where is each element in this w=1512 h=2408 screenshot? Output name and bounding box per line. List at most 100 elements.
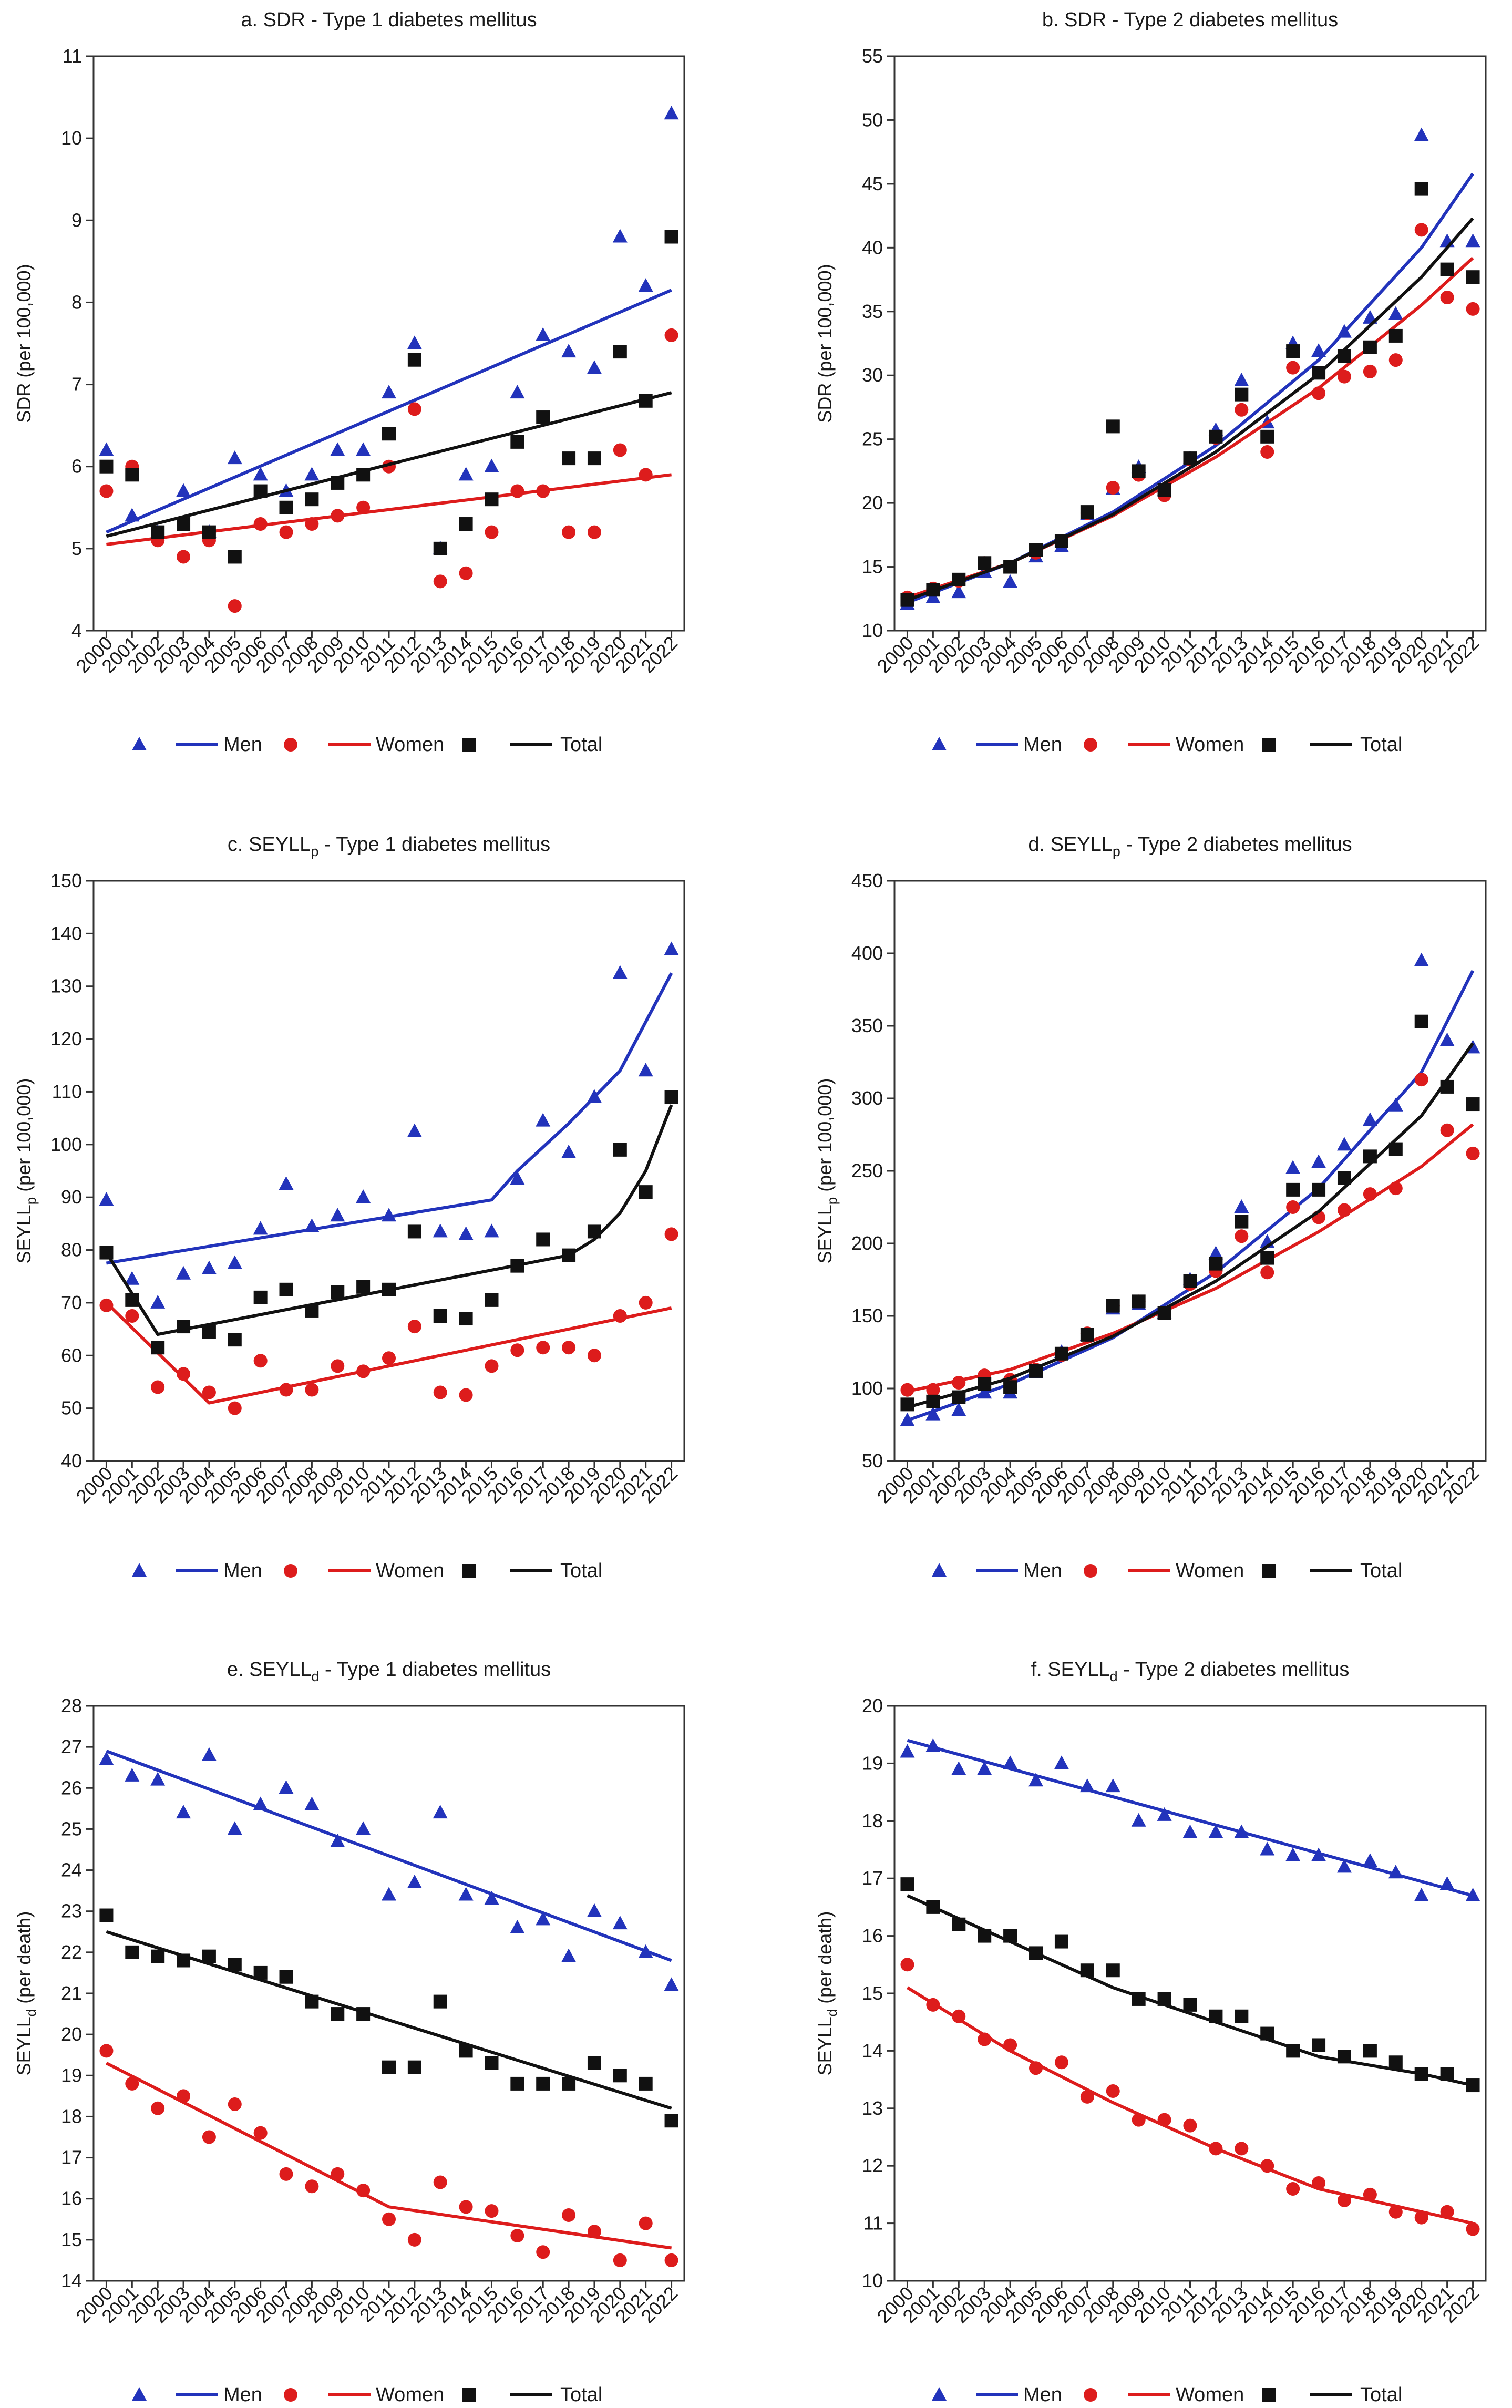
y-tick-label: 100 xyxy=(851,1377,883,1399)
legend-label-total: Total xyxy=(1360,2384,1402,2406)
data-point-total xyxy=(177,517,191,531)
data-point-men xyxy=(382,385,396,399)
trend-line-men xyxy=(106,289,672,534)
y-tick-label: 19 xyxy=(862,1752,883,1774)
data-point-total xyxy=(1260,429,1274,444)
data-point-men xyxy=(1336,324,1352,338)
chart-panel-b: b. SDR - Type 2 diabetes mellitus SDR (pe… xyxy=(814,9,1487,677)
chart-title: b. SDR - Type 2 diabetes mellitus xyxy=(1042,9,1338,31)
y-tick-label: 26 xyxy=(61,1777,82,1798)
data-point-women xyxy=(1388,353,1403,367)
data-point-women xyxy=(664,2253,678,2267)
data-point-women xyxy=(485,525,499,539)
chart-title-main: f. SEYLL xyxy=(1031,1659,1110,1681)
data-point-women xyxy=(459,566,473,580)
data-point-total xyxy=(952,572,966,586)
data-point-total xyxy=(1209,429,1223,444)
legend-marker-total xyxy=(462,1564,476,1578)
data-point-men xyxy=(356,1821,371,1835)
legend-marker-men xyxy=(132,737,147,750)
data-point-women xyxy=(510,2229,524,2243)
data-point-men xyxy=(561,1948,577,1962)
legend-marker-men xyxy=(932,1563,947,1577)
data-point-women xyxy=(613,2253,627,2267)
data-point-men xyxy=(99,1192,114,1206)
y-tick-label: 130 xyxy=(50,975,82,997)
legend-marker-women xyxy=(284,738,297,752)
data-point-men xyxy=(1208,1824,1223,1838)
y-tick-label: 14 xyxy=(862,2040,883,2061)
data-point-total xyxy=(433,1309,447,1323)
data-point-men xyxy=(536,1911,551,1926)
legend-marker-men xyxy=(132,1563,147,1577)
y-tick-label: 19 xyxy=(61,2064,82,2086)
data-point-men xyxy=(125,1271,140,1285)
data-point-men xyxy=(253,467,268,481)
data-point-total xyxy=(952,1390,966,1404)
y-tick-label: 80 xyxy=(61,1239,82,1261)
data-point-men xyxy=(1311,1847,1326,1861)
data-point-men xyxy=(1388,306,1403,320)
chart-title-main: e. SEYLL xyxy=(227,1659,312,1681)
data-point-total xyxy=(1414,2067,1428,2081)
data-point-men xyxy=(484,458,499,472)
data-point-total xyxy=(536,1232,550,1247)
data-point-women xyxy=(1106,2084,1120,2098)
data-point-total xyxy=(1312,2038,1326,2052)
data-point-men xyxy=(176,483,191,497)
data-point-men xyxy=(561,344,577,358)
data-point-women xyxy=(1466,2222,1480,2236)
y-tick-label: 23 xyxy=(61,1900,82,1922)
chart-title: a. SDR - Type 1 diabetes mellitus xyxy=(241,9,537,31)
data-point-total xyxy=(1183,1998,1197,2012)
trend-line-total xyxy=(106,1930,672,2110)
data-point-total xyxy=(587,451,601,466)
data-point-women xyxy=(536,484,550,498)
data-point-total xyxy=(664,2114,678,2128)
data-point-men xyxy=(125,1767,140,1782)
data-point-men xyxy=(1362,1853,1377,1867)
data-point-total xyxy=(433,541,447,555)
data-point-total xyxy=(356,468,371,482)
y-tick-label: 15 xyxy=(862,556,883,578)
data-point-total xyxy=(1003,560,1017,574)
data-point-women xyxy=(1132,2113,1146,2127)
data-point-total xyxy=(1440,2067,1454,2081)
data-point-men xyxy=(407,1123,422,1137)
data-point-total xyxy=(1466,1097,1480,1112)
data-point-total xyxy=(613,345,627,359)
data-point-men xyxy=(900,1744,915,1758)
chart-panel-a: a. SDR - Type 1 diabetes mellitus SDR (pe… xyxy=(13,9,685,677)
y-axis-label-main: SEYLL xyxy=(13,1205,35,1263)
data-point-women xyxy=(305,517,319,531)
data-point-total xyxy=(151,1949,165,1963)
data-point-men xyxy=(561,1144,577,1158)
data-point-women xyxy=(1388,2205,1403,2219)
y-tick-label: 90 xyxy=(61,1186,82,1208)
data-point-total xyxy=(1209,1257,1223,1271)
chart-title-subscript: p xyxy=(311,843,318,859)
data-point-men xyxy=(536,1113,551,1127)
legend-marker-women xyxy=(284,1564,297,1578)
data-point-total xyxy=(1003,1929,1017,1943)
y-axis-label-subscript: d xyxy=(23,2009,39,2016)
legend-label-men: Men xyxy=(1023,1560,1062,1582)
data-point-women xyxy=(99,484,114,498)
data-point-total xyxy=(1106,1963,1120,1978)
data-point-women xyxy=(485,2204,499,2218)
data-point-men xyxy=(638,1944,653,1958)
legend-label-total: Total xyxy=(1360,734,1402,756)
data-point-total xyxy=(1388,328,1403,343)
chart-title-rest: - Type 1 diabetes mellitus xyxy=(319,1659,551,1681)
y-tick-label: 60 xyxy=(61,1344,82,1366)
data-point-total xyxy=(228,550,242,564)
y-tick-label: 20 xyxy=(61,2023,82,2045)
data-point-men xyxy=(407,1875,422,1889)
series-men xyxy=(99,1747,679,1991)
data-point-women xyxy=(1286,2181,1300,2196)
y-axis-label-main: SEYLL xyxy=(13,2016,35,2075)
data-point-women xyxy=(279,525,293,539)
data-point-total xyxy=(1414,1014,1428,1028)
data-point-total xyxy=(177,1320,191,1334)
legend-marker-women xyxy=(1084,2388,1097,2402)
